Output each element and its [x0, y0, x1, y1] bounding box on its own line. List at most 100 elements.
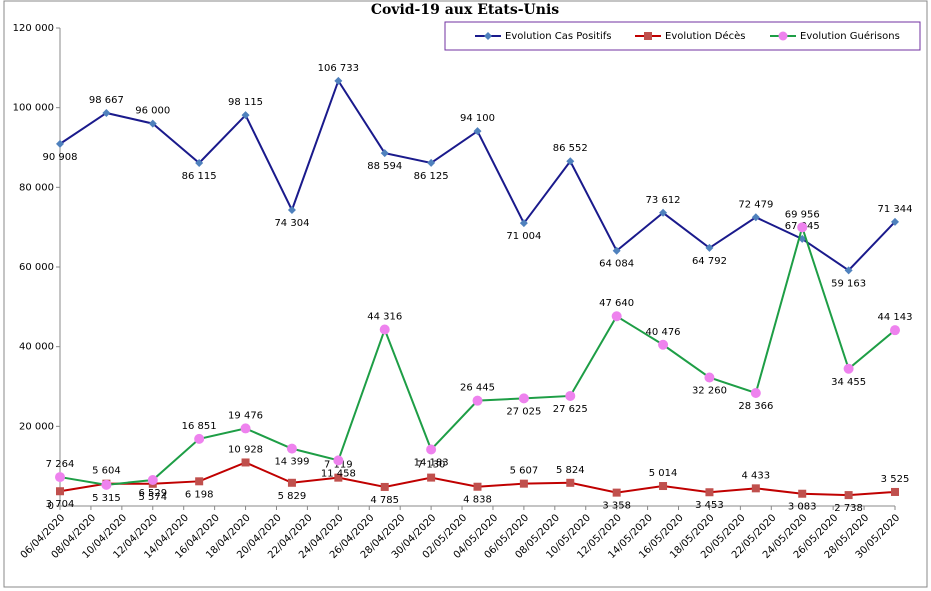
data-label: 5 607 — [510, 466, 539, 477]
marker — [658, 339, 669, 350]
marker — [334, 76, 343, 85]
data-label: 98 667 — [89, 95, 124, 106]
marker — [612, 246, 621, 255]
marker — [705, 488, 714, 497]
marker — [659, 208, 668, 217]
data-label: 64 792 — [692, 256, 727, 267]
marker — [797, 222, 808, 233]
marker — [194, 433, 205, 444]
chart-title: Covid-19 aux Etats-Unis — [371, 2, 559, 18]
data-label: 3 083 — [788, 502, 817, 513]
marker — [891, 217, 899, 226]
marker — [148, 119, 157, 128]
data-label: 74 304 — [274, 218, 309, 229]
y-tick-label: 60 000 — [19, 262, 54, 273]
marker — [518, 393, 529, 404]
marker — [566, 478, 575, 487]
data-label: 14 183 — [414, 458, 449, 469]
marker — [102, 108, 111, 117]
data-label: 44 143 — [878, 312, 913, 323]
chart-frame — [3, 0, 928, 588]
data-label: 2 738 — [834, 503, 863, 514]
data-label: 10 928 — [228, 444, 263, 455]
data-label: 27 625 — [553, 404, 588, 415]
marker — [798, 489, 807, 498]
marker — [380, 149, 389, 158]
marker — [427, 158, 436, 167]
data-label: 90 908 — [43, 152, 78, 163]
data-label: 28 366 — [738, 401, 773, 412]
marker — [844, 266, 853, 275]
data-label: 19 476 — [228, 410, 263, 421]
marker — [287, 478, 296, 487]
legend-label: Evolution Cas Positifs — [505, 31, 612, 42]
data-label: 3 453 — [695, 500, 724, 511]
legend-marker — [778, 31, 788, 41]
marker — [240, 423, 251, 434]
data-label: 64 084 — [599, 259, 634, 270]
data-label: 32 260 — [692, 385, 727, 396]
marker — [844, 491, 853, 500]
data-label: 6 198 — [185, 489, 214, 500]
marker — [241, 458, 250, 467]
data-label: 73 612 — [646, 195, 681, 206]
marker — [519, 479, 528, 488]
data-label: 94 100 — [460, 113, 495, 124]
marker — [426, 444, 437, 455]
data-label: 40 476 — [646, 327, 681, 338]
y-tick-label: 40 000 — [19, 342, 54, 353]
marker — [195, 158, 204, 167]
marker — [195, 477, 204, 486]
marker — [473, 127, 482, 136]
data-label: 7 264 — [46, 459, 75, 470]
data-label: 71 344 — [878, 204, 913, 215]
data-label: 98 115 — [228, 97, 263, 108]
data-label: 7 130 — [417, 460, 446, 471]
marker — [890, 325, 900, 336]
y-tick-label: 120 000 — [13, 23, 54, 34]
data-label: 106 733 — [318, 63, 359, 74]
y-tick-label: 20 000 — [19, 421, 54, 432]
marker — [611, 311, 622, 322]
marker — [380, 482, 389, 491]
marker — [705, 243, 714, 252]
marker — [566, 157, 575, 166]
marker — [147, 474, 158, 485]
y-tick-label: 0 — [48, 501, 54, 512]
marker — [101, 479, 112, 490]
marker — [473, 482, 482, 491]
marker — [286, 443, 297, 454]
marker — [55, 472, 65, 483]
data-label: 5 014 — [649, 468, 678, 479]
marker — [751, 213, 760, 222]
marker — [472, 395, 483, 406]
data-label: 5 315 — [92, 493, 121, 504]
marker — [704, 372, 715, 383]
marker — [427, 473, 436, 482]
data-label: 27 025 — [506, 406, 541, 417]
marker — [519, 219, 528, 228]
data-label: 5 574 — [138, 492, 167, 503]
data-label: 96 000 — [135, 106, 170, 117]
marker — [843, 363, 854, 374]
data-label: 6 529 — [138, 488, 167, 499]
legend-marker — [644, 32, 652, 40]
data-label: 14 399 — [274, 457, 309, 468]
y-tick-label: 100 000 — [13, 103, 54, 114]
legend-box — [444, 21, 921, 51]
data-label: 4 838 — [463, 495, 492, 506]
marker — [334, 473, 343, 482]
data-label: 44 316 — [367, 311, 402, 322]
data-label: 86 552 — [553, 143, 588, 154]
data-label: 3 525 — [881, 474, 910, 485]
data-label: 5 824 — [556, 465, 585, 476]
data-label: 4 785 — [370, 495, 399, 506]
marker — [891, 487, 899, 496]
data-label: 86 115 — [182, 171, 217, 182]
marker — [56, 487, 64, 496]
legend-label: Evolution Décès — [665, 30, 746, 42]
y-tick-label: 80 000 — [19, 182, 54, 193]
data-label: 59 163 — [831, 278, 866, 289]
data-label: 69 956 — [785, 209, 820, 220]
